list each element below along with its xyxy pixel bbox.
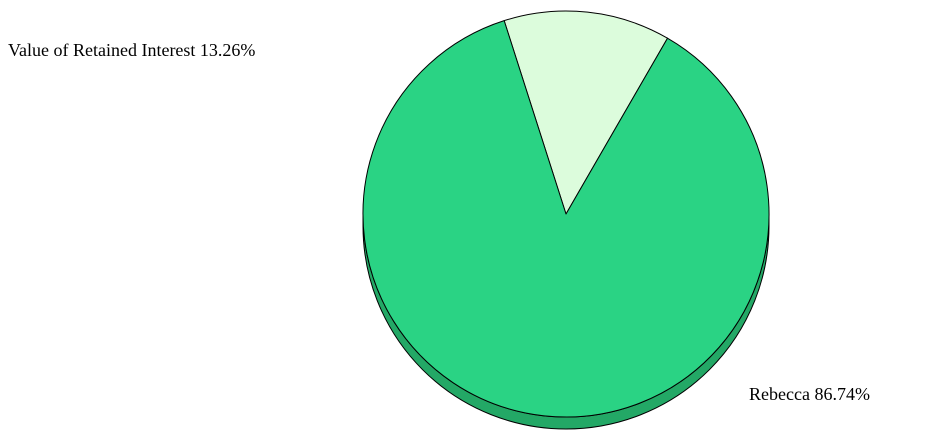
pie-slice-rebecca[interactable] <box>362 20 770 418</box>
slice-label-rebecca: Rebecca 86.74% <box>749 384 870 404</box>
pie-labels: Value of Retained Interest 13.26% Rebecc… <box>8 40 870 404</box>
pie-slices <box>362 10 770 418</box>
slice-label-value-of-retained-interest: Value of Retained Interest 13.26% <box>8 40 255 60</box>
pie-slice-value-of-retained-interest[interactable] <box>503 10 668 215</box>
